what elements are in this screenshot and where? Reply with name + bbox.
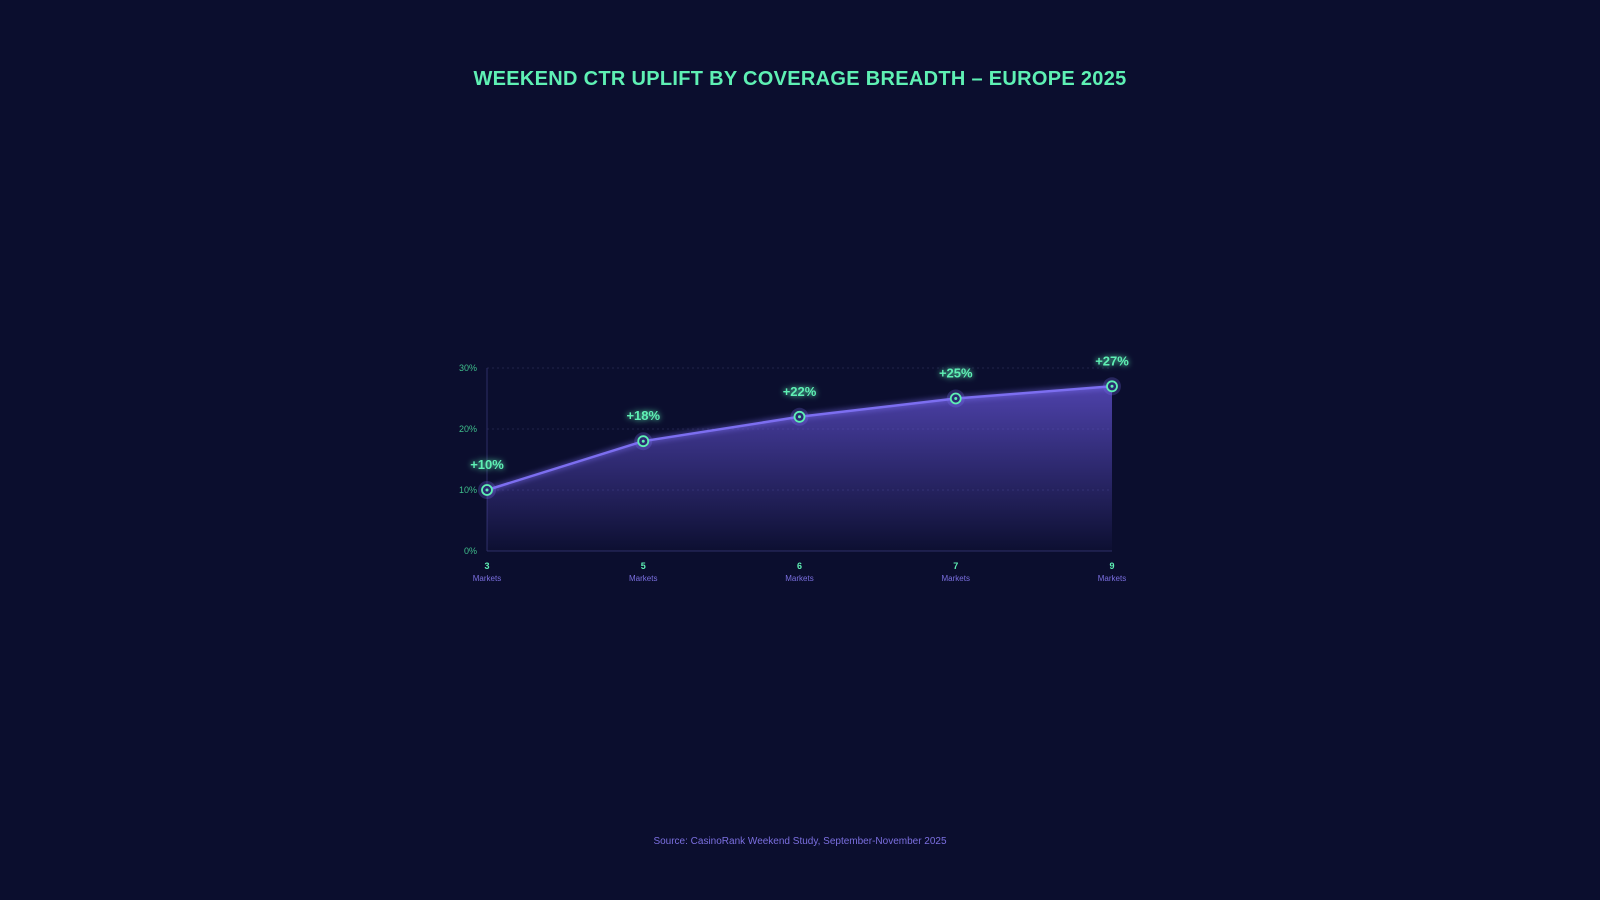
x-tick-sublabel: Markets: [1098, 574, 1126, 583]
x-tick-label: 7: [953, 561, 958, 571]
data-point-center: [1110, 384, 1114, 388]
data-point-center: [954, 397, 958, 400]
x-tick-sublabel: Markets: [942, 574, 970, 583]
source-note: Source: CasinoRank Weekend Study, Septem…: [653, 836, 947, 847]
y-tick-label: 0%: [464, 546, 477, 556]
x-tick-label: 3: [484, 561, 489, 571]
data-label: +18%: [626, 408, 660, 423]
x-tick-sublabel: Markets: [629, 574, 657, 583]
area-fill: [487, 386, 1112, 551]
x-tick-sublabel: Markets: [473, 574, 501, 583]
y-tick-label: 10%: [459, 485, 477, 495]
data-label: +10%: [470, 457, 504, 472]
chart-title: WEEKEND CTR UPLIFT BY COVERAGE BREADTH –…: [473, 68, 1127, 90]
x-tick-label: 6: [797, 561, 802, 571]
y-tick-label: 30%: [459, 363, 477, 373]
data-label: +22%: [783, 384, 817, 399]
x-tick-sublabel: Markets: [785, 574, 813, 583]
y-tick-label: 20%: [459, 424, 477, 434]
data-label: +27%: [1095, 353, 1129, 368]
data-point-center: [485, 488, 489, 492]
data-label: +25%: [939, 366, 973, 381]
x-tick-label: 5: [641, 561, 646, 571]
x-tick-label: 9: [1109, 561, 1114, 571]
data-point-center: [641, 439, 645, 443]
data-point-center: [798, 415, 801, 419]
